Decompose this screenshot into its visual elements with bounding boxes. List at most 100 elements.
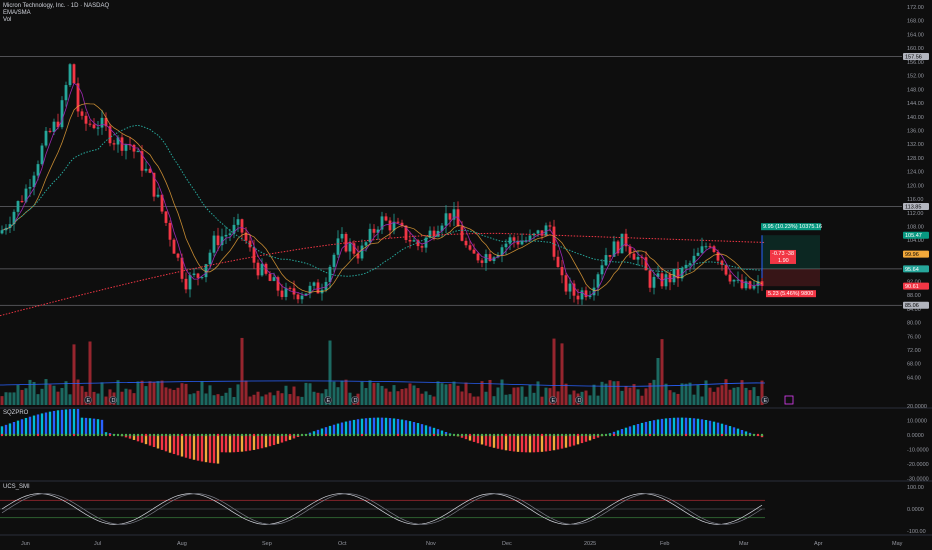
sqz-bar bbox=[168, 435, 172, 453]
sqz-bar bbox=[136, 435, 140, 442]
sqz-bar bbox=[580, 435, 584, 444]
candle-body bbox=[44, 130, 48, 146]
sqz-dot bbox=[656, 433, 660, 437]
sqz-dot bbox=[392, 433, 396, 437]
volume-bar bbox=[92, 391, 96, 405]
volume-bar bbox=[204, 393, 208, 405]
sqz-dot bbox=[424, 433, 428, 437]
earnings-icon bbox=[324, 396, 332, 404]
volume-bar bbox=[660, 339, 664, 405]
sqz-bar bbox=[184, 435, 188, 458]
sqz-bar bbox=[52, 410, 56, 435]
price-tag: 157.56 bbox=[905, 55, 922, 61]
sqz-dot bbox=[212, 433, 216, 437]
candle-body bbox=[32, 175, 36, 188]
sqz-dot bbox=[244, 433, 248, 437]
sqz-dot bbox=[20, 433, 24, 437]
volume-bar bbox=[200, 381, 204, 405]
candle-body bbox=[144, 168, 148, 171]
sqz-dot bbox=[100, 433, 104, 437]
candle-body bbox=[256, 262, 260, 276]
candle-body bbox=[688, 263, 692, 265]
symbol-title[interactable]: Micron Technology, Inc. · 1D · NASDAQ bbox=[3, 3, 110, 9]
sqz-dot bbox=[176, 433, 180, 437]
sqz-bar bbox=[620, 429, 624, 435]
earnings-icon-glyph: E bbox=[552, 398, 556, 404]
sqz-bar bbox=[360, 418, 364, 435]
volume-bar bbox=[272, 395, 276, 405]
sqz-dot bbox=[228, 433, 232, 437]
volume-label[interactable]: Vol bbox=[3, 17, 12, 23]
candle-body bbox=[140, 151, 144, 171]
sqz-bar bbox=[248, 435, 252, 451]
candle-body bbox=[416, 240, 420, 247]
sqz-dot bbox=[280, 433, 284, 437]
sqz-dot bbox=[256, 433, 260, 437]
sqz-bar bbox=[128, 435, 132, 439]
sqz-dot bbox=[492, 433, 496, 437]
sqz-dot bbox=[84, 433, 88, 437]
candle-body bbox=[360, 245, 364, 259]
candle-body bbox=[12, 211, 16, 225]
volume-bar bbox=[500, 379, 504, 405]
ema-sma-label[interactable]: EMA/SMA bbox=[3, 10, 31, 16]
sqz-bar bbox=[268, 435, 272, 447]
candle-body bbox=[380, 216, 384, 230]
volume-bar bbox=[220, 395, 224, 405]
sqz-bar bbox=[684, 417, 688, 435]
candle-body bbox=[108, 126, 112, 144]
sqz-dot bbox=[704, 433, 708, 437]
candle-body bbox=[724, 264, 728, 275]
volume-bar bbox=[260, 396, 264, 405]
rr-label: -0.73 -38 bbox=[772, 251, 794, 257]
time-label: Aug bbox=[177, 541, 187, 547]
volume-bar bbox=[568, 394, 572, 405]
volume-bar bbox=[704, 380, 708, 405]
candle-body bbox=[240, 219, 244, 233]
sqz-bar bbox=[656, 419, 660, 435]
volume-bar bbox=[476, 396, 480, 405]
volume-bar bbox=[392, 385, 396, 405]
sqz-bar bbox=[388, 418, 392, 435]
volume-bar bbox=[584, 390, 588, 405]
sqz-dot bbox=[12, 433, 16, 437]
sqz-bar bbox=[316, 429, 320, 435]
sqz-bar bbox=[584, 435, 588, 442]
sqz-bar bbox=[400, 419, 404, 435]
sqzpro-label[interactable]: SQZPRO bbox=[3, 410, 29, 416]
volume-bar bbox=[656, 357, 660, 405]
volume-bar bbox=[504, 394, 508, 405]
volume-bar bbox=[712, 391, 716, 405]
volume-bar bbox=[708, 387, 712, 405]
candle-body bbox=[36, 164, 40, 176]
sqz-bar bbox=[180, 435, 184, 457]
candle-body bbox=[124, 144, 128, 151]
ucs-smi-label[interactable]: UCS_SMI bbox=[3, 484, 30, 490]
candle-body bbox=[184, 278, 188, 290]
earnings-icon bbox=[84, 396, 92, 404]
sqz-bar bbox=[384, 417, 388, 435]
sqz-bar bbox=[48, 411, 52, 435]
candle-body bbox=[428, 230, 432, 238]
volume-bar bbox=[88, 341, 92, 405]
sqz-dot bbox=[556, 433, 560, 437]
volume-bar bbox=[212, 395, 216, 405]
sqz-dot bbox=[564, 433, 568, 437]
sqz-dot bbox=[32, 433, 36, 437]
sqz-dot bbox=[60, 433, 64, 437]
sqz-dot bbox=[488, 433, 492, 437]
volume-bar bbox=[252, 394, 256, 405]
sqz-bar bbox=[244, 435, 248, 452]
candle-body bbox=[208, 252, 212, 265]
volume-bar bbox=[44, 379, 48, 405]
volume-bar bbox=[336, 387, 340, 405]
price-tick: 164.00 bbox=[907, 32, 924, 38]
sqz-dot bbox=[552, 433, 556, 437]
volume-bar bbox=[276, 390, 280, 405]
sqz-dot bbox=[576, 433, 580, 437]
candle-body bbox=[116, 137, 120, 145]
sqz-dot bbox=[264, 433, 268, 437]
sqz-bar bbox=[324, 427, 328, 435]
sqz-bar bbox=[420, 424, 424, 435]
